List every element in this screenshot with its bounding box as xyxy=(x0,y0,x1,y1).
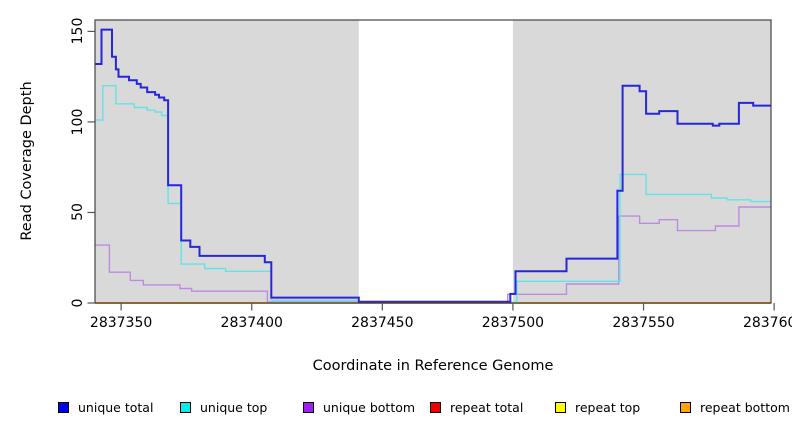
y-tick-label: 150 xyxy=(70,18,86,45)
y-tick-label: 0 xyxy=(70,298,86,308)
x-tick-label: 2837400 xyxy=(220,315,283,331)
legend-item-repeat-bottom: repeat bottom xyxy=(680,398,790,416)
x-tick-label: 2837500 xyxy=(481,315,545,331)
series-unique-total-line xyxy=(95,28,771,303)
legend-label: unique total xyxy=(78,399,154,415)
legend-swatch-unique-total-icon xyxy=(58,401,69,413)
legend-item-unique-top: unique top xyxy=(180,398,267,416)
legend-item-repeat-total: repeat total xyxy=(430,398,523,416)
legend-item-repeat-top: repeat top xyxy=(555,398,640,416)
legend-label: unique top xyxy=(200,399,268,415)
legend-label: repeat total xyxy=(450,399,524,415)
legend-swatch-repeat-total-icon xyxy=(430,401,441,413)
x-axis-title: Coordinate in Reference Genome xyxy=(312,358,554,374)
legend: unique total unique top unique bottom repea… xyxy=(0,398,792,418)
legend-label: repeat top xyxy=(575,399,641,415)
legend-label: unique bottom xyxy=(323,399,416,415)
series-unique-top-line xyxy=(95,85,771,303)
y-tick-label: 100 xyxy=(70,108,86,136)
legend-swatch-repeat-bottom-icon xyxy=(680,401,691,413)
x-tick-label: 2837450 xyxy=(351,315,414,331)
legend-swatch-unique-top-icon xyxy=(180,401,191,413)
legend-swatch-repeat-top-icon xyxy=(555,401,566,413)
legend-item-unique-bottom: unique bottom xyxy=(303,398,415,416)
series-unique-bottom-line xyxy=(95,206,771,303)
legend-item-unique-total: unique total xyxy=(58,398,153,416)
x-tick-label: 2837550 xyxy=(612,315,675,331)
gap-region xyxy=(358,20,513,303)
y-axis-title: Read Coverage Depth xyxy=(19,81,35,241)
x-tick-label: 2837600 xyxy=(742,315,792,331)
plot-border xyxy=(94,19,772,304)
legend-swatch-unique-bottom-icon xyxy=(303,401,314,413)
legend-label: repeat bottom xyxy=(700,399,790,415)
y-tick-label: 50 xyxy=(70,203,86,222)
x-tick-label: 2837350 xyxy=(89,315,153,331)
